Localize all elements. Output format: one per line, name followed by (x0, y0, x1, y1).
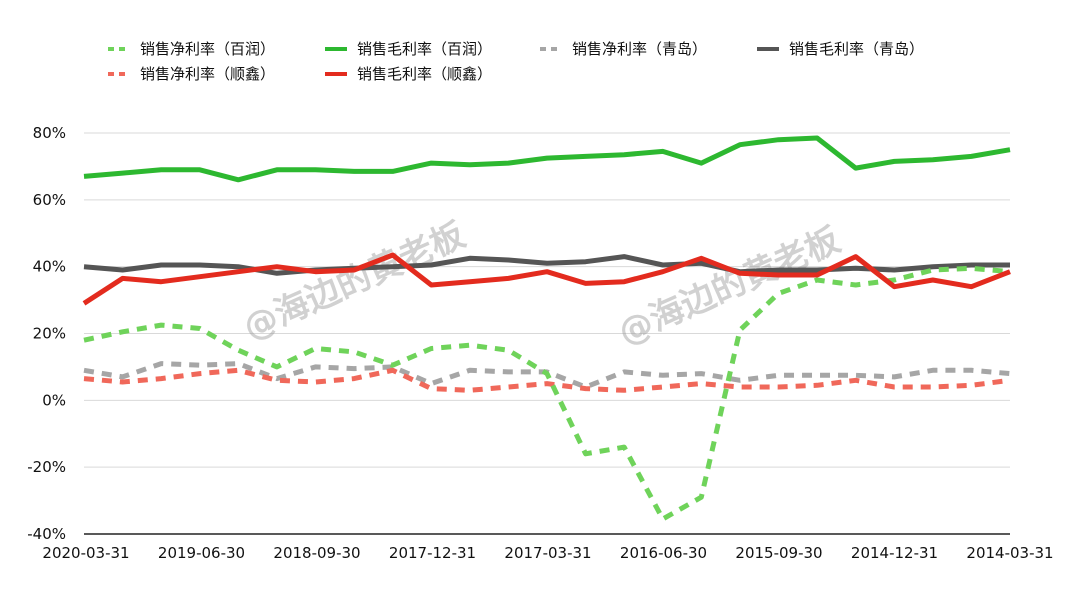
series-line (83, 254, 1010, 276)
y-tick-label: 80% (33, 124, 66, 142)
legend-label: 销售毛利率（顺鑫） (357, 65, 492, 83)
legend-label: 销售净利率（青岛） (572, 40, 707, 58)
x-tick-label: 2017-12-31 (389, 544, 476, 562)
series-line (83, 367, 1011, 393)
x-tick-label: 2014-03-31 (966, 544, 1053, 562)
legend-label: 销售净利率（百润） (140, 40, 275, 58)
y-tick-label: 40% (33, 258, 66, 276)
y-tick-label: 0% (42, 391, 66, 409)
x-tick-label: 2017-03-31 (504, 544, 591, 562)
legend-label: 销售毛利率（百润） (357, 40, 492, 58)
x-tick-label: 2019-06-30 (158, 544, 245, 562)
y-tick-label: 20% (33, 325, 66, 343)
legend-label: 销售毛利率（青岛） (789, 40, 924, 58)
y-tick-label: 60% (33, 191, 66, 209)
x-axis: 2020-03-31 2019-06-30 2018-09-30 2017-12-31… (42, 544, 1053, 562)
series-line (83, 135, 1011, 183)
x-tick-label: 2015-09-30 (735, 544, 822, 562)
y-tick-label: -20% (27, 458, 66, 476)
legend: 销售净利率（百润） 销售毛利率（百润） 销售净利率（青岛） 销售毛利率（青岛） 销售净利… (108, 40, 924, 83)
legend-label: 销售净利率（顺鑫） (140, 65, 275, 83)
series-line (82, 252, 1011, 306)
series-layer (82, 135, 1011, 522)
y-tick-label: -40% (27, 525, 66, 543)
x-tick-label: 2020-03-31 (42, 544, 129, 562)
x-tick-label: 2016-06-30 (620, 544, 707, 562)
y-axis: -40% -20% 0% 20% 40% 60% 80% (27, 124, 66, 543)
watermark-text: @海边的黄老板 (237, 215, 471, 348)
x-tick-label: 2014-12-31 (851, 544, 938, 562)
grid (84, 132, 1010, 535)
x-tick-label: 2018-09-30 (273, 544, 360, 562)
series-line (83, 265, 1011, 522)
watermark-layer: @海边的黄老板 @海边的黄老板 (237, 215, 846, 353)
